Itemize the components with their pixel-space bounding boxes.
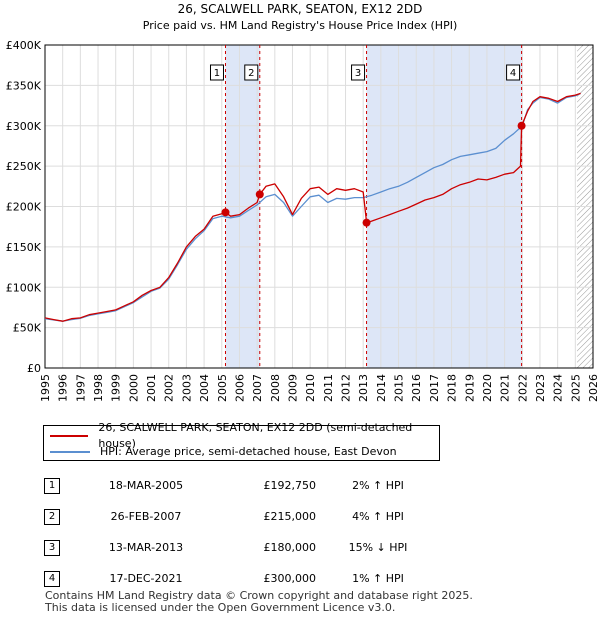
x-tick-label: 2014 xyxy=(375,374,388,402)
x-tick-label: 2018 xyxy=(446,374,459,402)
x-tick-label: 2023 xyxy=(534,374,547,402)
y-tick-label: £250K xyxy=(6,160,42,173)
table-row: 3 13-MAR-2013 £180,000 15% ↓ HPI xyxy=(40,532,428,563)
price-chart: 26, SCALWELL PARK, SEATON, EX12 2DD Pric… xyxy=(6,2,600,402)
x-tick-label: 2010 xyxy=(304,374,317,402)
x-tick-label: 2003 xyxy=(180,374,193,402)
x-tick-label: 2019 xyxy=(463,374,476,402)
chart-subtitle: Price paid vs. HM Land Registry's House … xyxy=(143,19,458,32)
transaction-number: 3 xyxy=(44,539,60,556)
transactions-table: 1 18-MAR-2005 £192,750 2% ↑ HPI 2 26-FEB… xyxy=(40,470,428,594)
legend-label-hpi: HPI: Average price, semi-detached house,… xyxy=(100,445,397,458)
transaction-price: £180,000 xyxy=(263,541,317,554)
y-tick-label: £0 xyxy=(27,362,41,375)
transaction-hpi: 15% ↓ HPI xyxy=(348,541,408,554)
x-tick-label: 2011 xyxy=(322,374,335,402)
x-tick-label: 1998 xyxy=(92,374,105,402)
plot-frame xyxy=(44,44,594,369)
marker-box xyxy=(351,64,366,81)
table-row: 4 17-DEC-2021 £300,000 1% ↑ HPI xyxy=(40,563,428,594)
legend-item-property: 26, SCALWELL PARK, SEATON, EX12 2DD (sem… xyxy=(50,421,439,450)
x-tick-label: 2020 xyxy=(481,374,494,402)
transaction-date: 26-FEB-2007 xyxy=(110,510,182,523)
chart-legend: 26, SCALWELL PARK, SEATON, EX12 2DD (sem… xyxy=(43,421,440,461)
transaction-number: 1 xyxy=(44,477,60,494)
x-tick-label: 2007 xyxy=(251,374,264,402)
legend-item-hpi: HPI: Average price, semi-detached house,… xyxy=(50,444,397,460)
sale-point xyxy=(255,190,264,199)
y-tick-label: £150K xyxy=(6,241,42,254)
x-tick-label: 2012 xyxy=(340,374,353,402)
x-tick-label: 2015 xyxy=(393,374,406,402)
transaction-number: 4 xyxy=(44,570,60,587)
x-tick-label: 1997 xyxy=(74,374,87,402)
x-tick-label: 2013 xyxy=(357,374,370,402)
transaction-hpi: 1% ↑ HPI xyxy=(352,572,404,585)
transaction-price: £192,750 xyxy=(263,479,317,492)
footer-copyright: Contains HM Land Registry data © Crown c… xyxy=(45,589,473,602)
sale-point xyxy=(221,208,230,217)
marker-box xyxy=(506,64,521,81)
footer: Contains HM Land Registry data © Crown c… xyxy=(45,590,473,614)
x-tick-label: 2002 xyxy=(163,374,176,402)
table-row: 2 26-FEB-2007 £215,000 4% ↑ HPI xyxy=(40,501,428,532)
x-tick-label: 1995 xyxy=(39,374,52,402)
x-tick-label: 2009 xyxy=(286,374,299,402)
transaction-date: 18-MAR-2005 xyxy=(108,479,184,492)
y-tick-label: £300K xyxy=(6,120,42,133)
table-row: 1 18-MAR-2005 £192,750 2% ↑ HPI xyxy=(40,470,428,501)
y-tick-label: £200K xyxy=(6,201,42,214)
x-tick-label: 2021 xyxy=(499,374,512,402)
y-tick-label: £50K xyxy=(13,322,42,335)
marker-label: 1 xyxy=(214,68,220,79)
marker-box xyxy=(209,64,224,81)
y-tick-label: £400K xyxy=(6,39,42,52)
x-tick-label: 1996 xyxy=(57,374,70,402)
footer-licence: This data is licensed under the Open Gov… xyxy=(45,601,396,614)
sale-point xyxy=(362,218,371,227)
legend-label-property: 26, SCALWELL PARK, SEATON, EX12 2DD (sem… xyxy=(98,421,413,450)
chart-title: 26, SCALWELL PARK, SEATON, EX12 2DD xyxy=(178,2,423,16)
marker-label: 3 xyxy=(355,68,361,79)
x-tick-label: 2016 xyxy=(410,374,423,402)
y-tick-label: £350K xyxy=(6,79,42,92)
x-tick-label: 2017 xyxy=(428,374,441,402)
x-tick-label: 2024 xyxy=(552,374,565,402)
series-line-property xyxy=(44,92,581,322)
x-tick-label: 2008 xyxy=(269,374,282,402)
series-line-hpi xyxy=(44,92,581,322)
x-tick-label: 1999 xyxy=(110,374,123,402)
marker-label: 2 xyxy=(248,68,254,79)
legend-swatch-hpi xyxy=(50,451,90,453)
x-tick-label: 2026 xyxy=(587,374,600,402)
marker-label: 4 xyxy=(510,68,516,79)
transaction-price: £300,000 xyxy=(263,572,317,585)
transaction-date: 17-DEC-2021 xyxy=(109,572,183,585)
marker-box xyxy=(244,64,259,81)
x-tick-label: 2006 xyxy=(233,374,246,402)
transaction-hpi: 2% ↑ HPI xyxy=(352,479,404,492)
transaction-price: £215,000 xyxy=(263,510,317,523)
transaction-hpi: 4% ↑ HPI xyxy=(352,510,404,523)
x-tick-label: 2005 xyxy=(216,374,229,402)
x-tick-label: 2000 xyxy=(127,374,140,402)
transaction-date: 13-MAR-2013 xyxy=(108,541,184,554)
sale-point xyxy=(517,121,526,130)
x-tick-label: 2022 xyxy=(516,374,529,402)
x-tick-label: 2025 xyxy=(569,374,582,402)
y-tick-label: £100K xyxy=(6,281,42,294)
transaction-number: 2 xyxy=(44,508,60,525)
x-tick-label: 2001 xyxy=(145,374,158,402)
legend-swatch-property xyxy=(50,435,89,437)
x-tick-label: 2004 xyxy=(198,374,211,402)
